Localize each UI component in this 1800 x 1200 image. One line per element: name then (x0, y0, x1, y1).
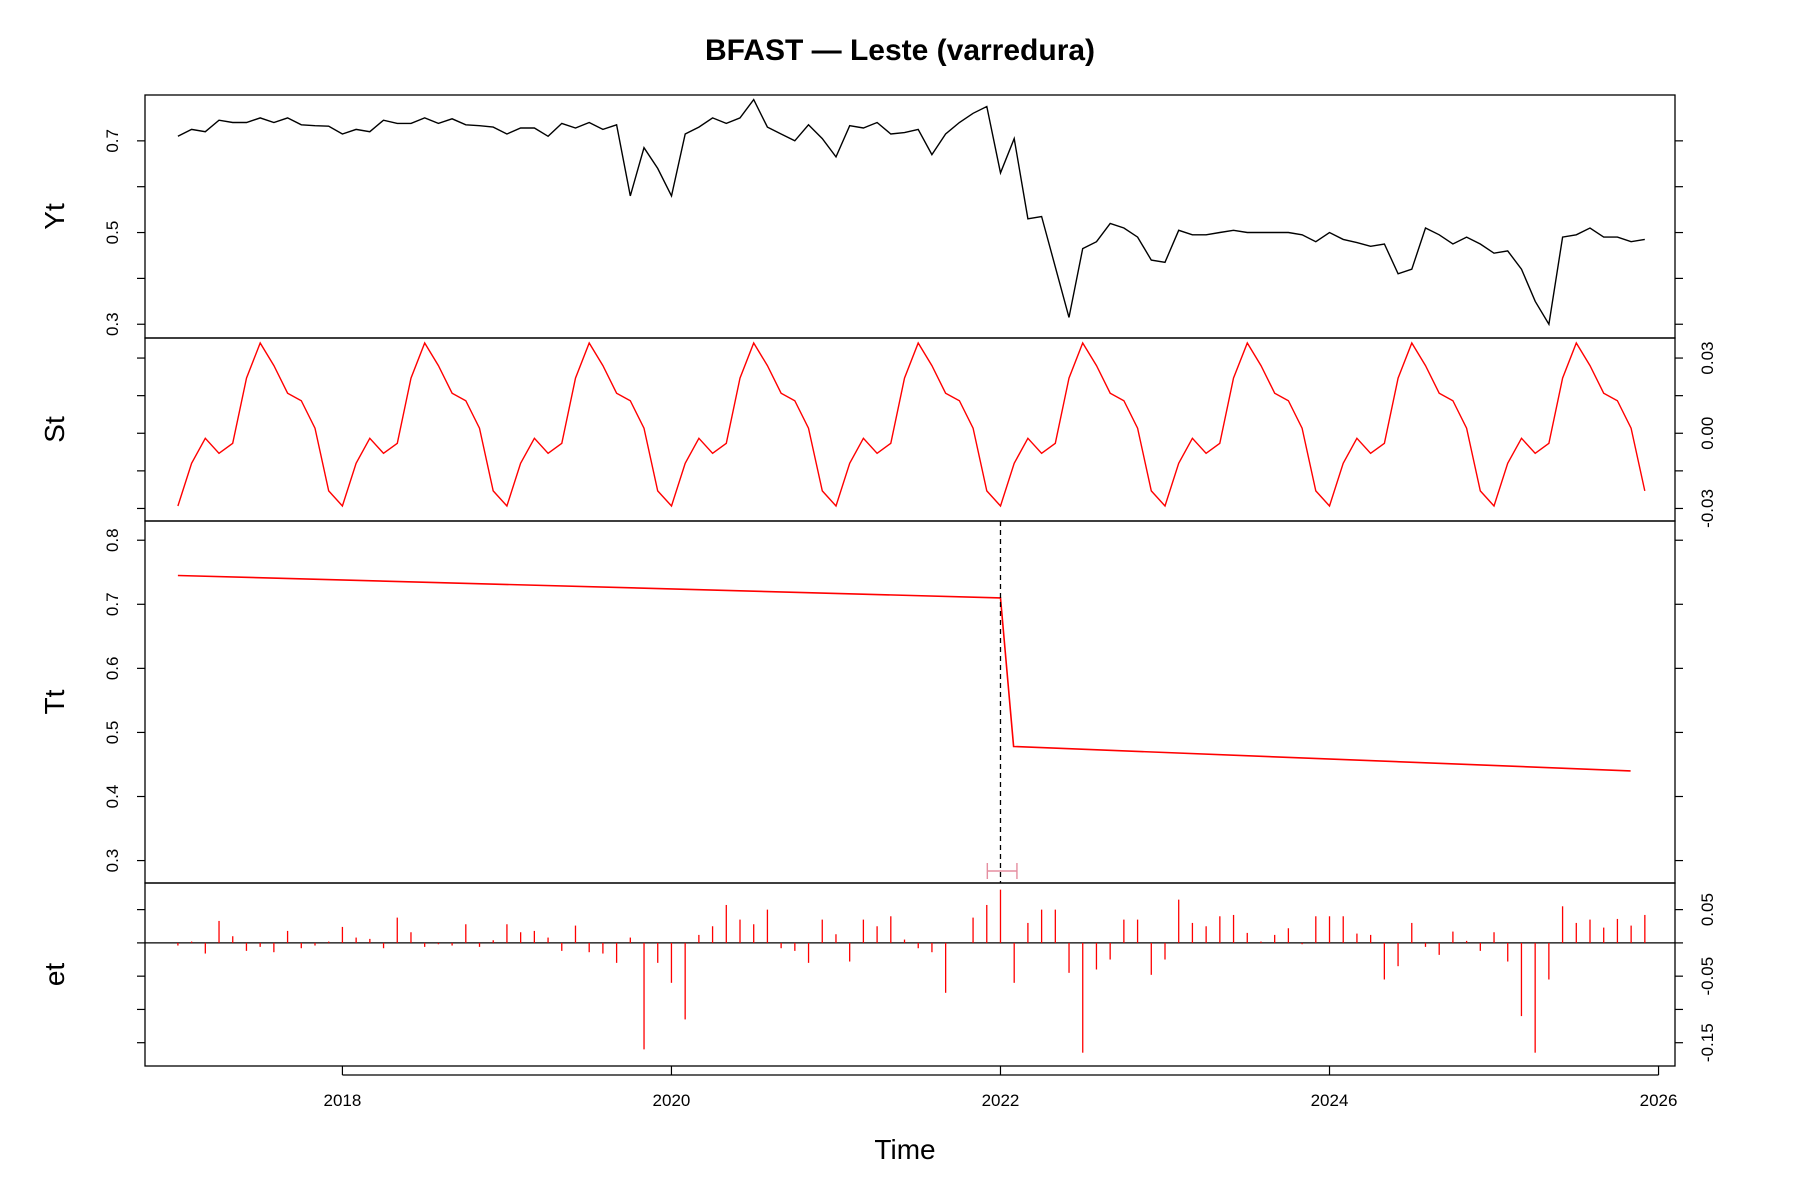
panel-frame-tt (144, 520, 1676, 884)
y-tick-label: -0.03 (1698, 489, 1717, 528)
panels-layer: Yt 0.3 0.5 0.7 St -0.03 0.00 0.03 Tt 0.3 0.4 0.5 0.6… (39, 94, 1717, 1067)
x-axis: 2018 2020 2022 2024 2026 (324, 1066, 1678, 1110)
y-tick-label: 0.3 (103, 312, 122, 336)
y-tick-label: 0.7 (103, 592, 122, 616)
panel-et: et -0.15 -0.05 0.05 (39, 882, 1717, 1067)
y-tick-label: -0.15 (1698, 1023, 1717, 1062)
y-axis-label-tt: Tt (39, 689, 70, 714)
x-tick-label: 2020 (653, 1091, 691, 1110)
y-tick-label: 0.6 (103, 657, 122, 681)
y-tick-label: 0.8 (103, 528, 122, 552)
chart-title: BFAST — Leste (varredura) (705, 34, 1095, 67)
x-tick-label: 2018 (324, 1091, 362, 1110)
y-axis-label-yt: Yt (39, 203, 70, 230)
panel-frame-et (144, 882, 1676, 1067)
y-tick-label: 0.4 (103, 785, 122, 809)
panel-st: St -0.03 0.00 0.03 (39, 337, 1717, 528)
y-axis-label-st: St (39, 416, 70, 443)
y-axis-label-et: et (39, 963, 70, 987)
x-tick-label: 2022 (982, 1091, 1020, 1110)
panel-tt: Tt 0.3 0.4 0.5 0.6 0.7 0.8 (39, 520, 1683, 884)
x-axis-label: Time (874, 1134, 935, 1165)
y-tick-label: 0.5 (103, 221, 122, 245)
series-yt-line (177, 98, 1645, 327)
y-tick-label: 0.3 (103, 849, 122, 873)
panel-yt: Yt 0.3 0.5 0.7 (39, 94, 1683, 339)
y-tick-label: 0.05 (1698, 893, 1717, 926)
series-tt-line (177, 574, 1631, 772)
y-tick-label: -0.05 (1698, 957, 1717, 996)
y-tick-label: 0.03 (1698, 342, 1717, 375)
x-tick-label: 2024 (1311, 1091, 1349, 1110)
y-tick-label: 0.5 (103, 721, 122, 745)
x-tick-label: 2026 (1640, 1091, 1678, 1110)
y-tick-label: 0.00 (1698, 417, 1717, 450)
y-tick-label: 0.7 (103, 129, 122, 153)
series-st-line (177, 341, 1646, 508)
breakpoint-ci (986, 863, 1018, 879)
